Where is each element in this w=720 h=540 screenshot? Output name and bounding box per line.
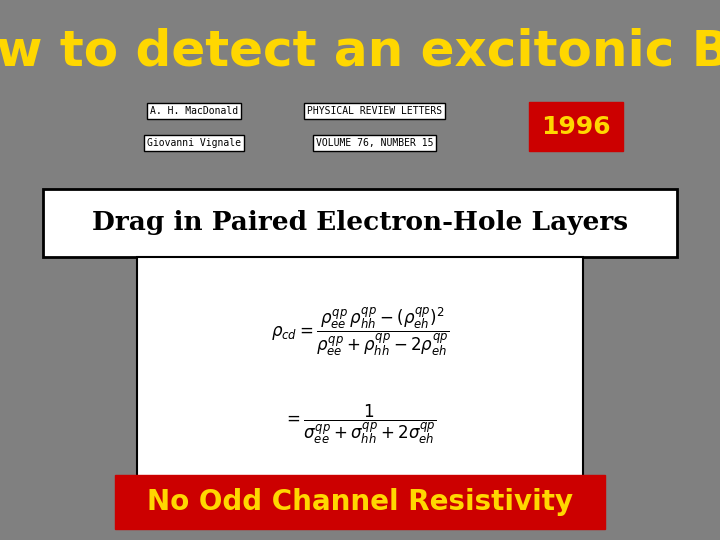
- FancyBboxPatch shape: [115, 475, 605, 529]
- Text: Giovanni Vignale: Giovanni Vignale: [148, 138, 241, 148]
- Text: A. H. MacDonald: A. H. MacDonald: [150, 106, 238, 116]
- Text: No Odd Channel Resistivity: No Odd Channel Resistivity: [147, 488, 573, 516]
- Text: Drag in Paired Electron-Hole Layers: Drag in Paired Electron-Hole Layers: [92, 210, 628, 235]
- FancyBboxPatch shape: [43, 189, 677, 256]
- Text: $\rho_{cd} = \dfrac{\rho_{ee}^{qp}\,\rho_{hh}^{qp} - (\rho_{eh}^{qp})^2}{\rho_{e: $\rho_{cd} = \dfrac{\rho_{ee}^{qp}\,\rho…: [271, 306, 449, 359]
- Text: $= \dfrac{1}{\sigma_{ee}^{qp} + \sigma_{hh}^{qp} + 2\sigma_{eh}^{qp}}$: $= \dfrac{1}{\sigma_{ee}^{qp} + \sigma_{…: [283, 402, 437, 446]
- Text: VOLUME 76, NUMBER 15: VOLUME 76, NUMBER 15: [315, 138, 433, 148]
- Text: PHYSICAL REVIEW LETTERS: PHYSICAL REVIEW LETTERS: [307, 106, 442, 116]
- Text: How to detect an excitonic BEC: How to detect an excitonic BEC: [0, 27, 720, 75]
- FancyBboxPatch shape: [137, 256, 583, 483]
- Text: 1996: 1996: [541, 115, 611, 139]
